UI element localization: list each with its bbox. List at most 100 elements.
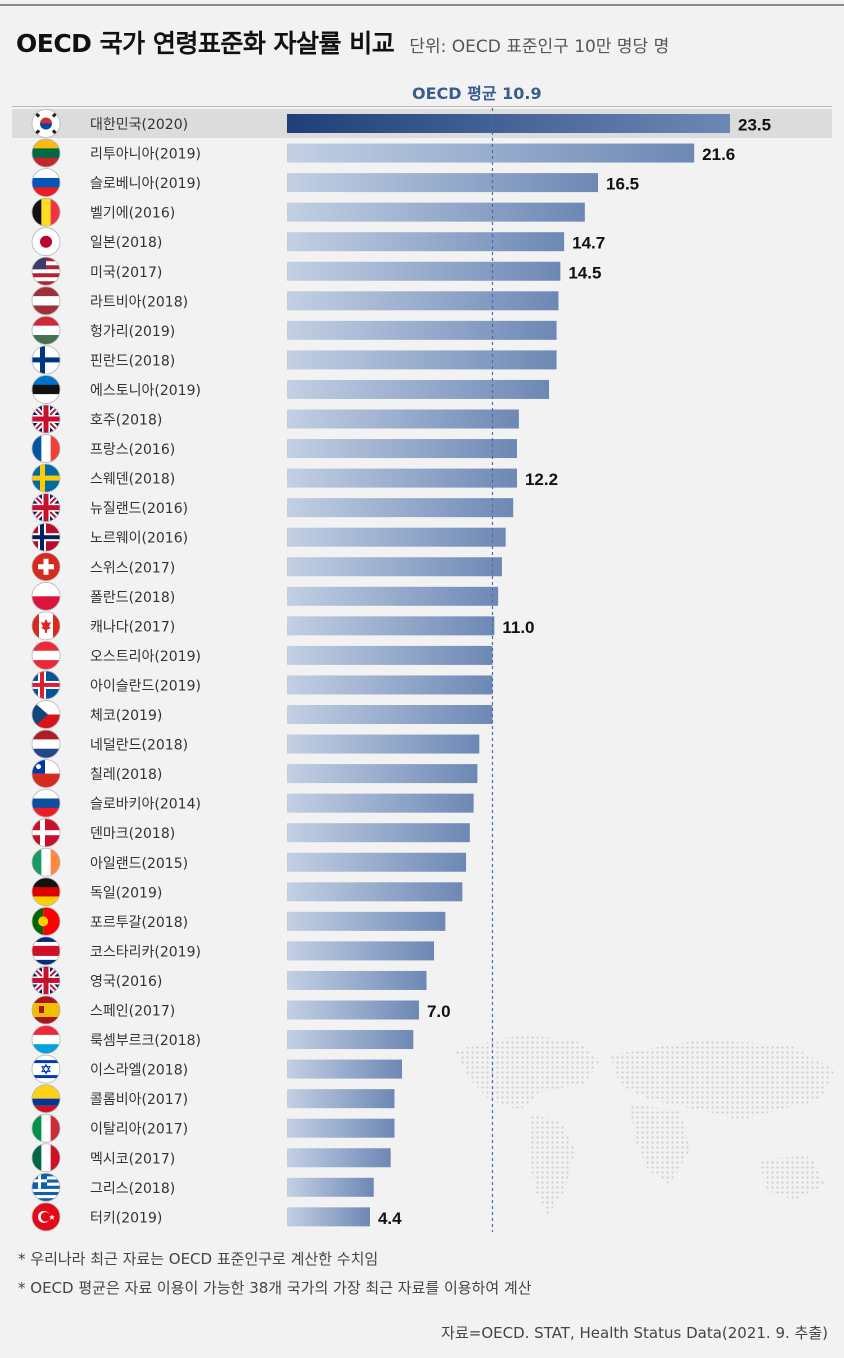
footnote-1: * 우리나라 최근 자료는 OECD 표준인구로 계산한 수치임: [18, 1250, 379, 1268]
mexico-flag-icon: [31, 1143, 61, 1173]
category-label: 아일랜드(2015): [90, 856, 188, 872]
category-label: 그리스(2018): [90, 1181, 175, 1197]
bar: [287, 1207, 370, 1227]
footnote-2: * OECD 평균은 자료 이용이 가능한 38개 국가의 가장 최근 자료를 …: [18, 1279, 532, 1297]
world-map-decoration: [455, 1035, 835, 1215]
bar: [287, 705, 493, 724]
category-label: 슬로바키아(2014): [90, 797, 201, 813]
category-label: 프랑스(2016): [90, 442, 175, 458]
bar: [287, 468, 517, 488]
category-label: 라트비아(2018): [90, 294, 188, 310]
category-label: 터키(2019): [90, 1210, 162, 1226]
bar: [287, 616, 495, 636]
ireland-flag-icon: [31, 847, 61, 877]
bar: [287, 557, 502, 577]
title-row: OECD 국가 연령표준화 자살률 비교 단위: OECD 표준인구 10만 명…: [16, 24, 669, 60]
germany-flag-icon: [31, 877, 61, 907]
category-label: 호주(2018): [90, 413, 162, 429]
bar: [287, 1118, 395, 1138]
france-flag-icon: [31, 434, 61, 463]
denmark-flag-icon: [31, 818, 61, 848]
value-label: 14.5: [568, 263, 601, 282]
category-label: 대한민국(2020): [90, 117, 188, 133]
colombia-flag-icon: [31, 1084, 61, 1114]
bar: [287, 1148, 391, 1168]
category-label: 오스트리아(2019): [90, 649, 201, 665]
category-label: 일본(2018): [90, 235, 162, 251]
lithuania-flag-icon: [31, 138, 61, 168]
portugal-flag-icon: [31, 906, 61, 936]
chart-title: OECD 국가 연령표준화 자살률 비교: [16, 29, 395, 58]
bar: [287, 202, 585, 222]
bar-chart: 대한민국(2020) 23.5 리투아니아(2019) 21.6 슬로베니아(2019)…: [12, 108, 835, 1232]
bar: [287, 350, 557, 370]
category-label: 미국(2017): [90, 265, 162, 281]
switzerland-flag-icon: [31, 552, 61, 582]
category-label: 콜롬비아(2017): [90, 1092, 188, 1108]
bar: [287, 882, 463, 902]
uk-flag-icon: [31, 966, 61, 995]
greece-flag-icon: [31, 1172, 61, 1202]
category-label: 헝가리(2019): [90, 324, 175, 340]
category-label: 핀란드(2018): [90, 353, 175, 369]
bar: [287, 852, 467, 872]
turkey-flag-icon: [31, 1202, 61, 1232]
bar: [287, 409, 519, 429]
bar: [287, 1089, 395, 1109]
footnotes: * 우리나라 최근 자료는 OECD 표준인구로 계산한 수치임 * OECD …: [18, 1245, 532, 1303]
luxembourg-flag-icon: [31, 1025, 61, 1054]
value-label: 21.6: [702, 145, 735, 164]
spain-flag-icon: [31, 995, 61, 1025]
costa-rica-flag-icon: [31, 936, 61, 966]
category-label: 뉴질랜드(2016): [90, 501, 188, 517]
bar: [287, 764, 478, 784]
header-divider: [12, 106, 832, 107]
hungary-flag-icon: [31, 315, 61, 345]
bar: [287, 645, 493, 665]
value-label: 14.7: [572, 234, 605, 253]
south-korea-flag-icon: [31, 109, 61, 138]
category-label: 이탈리아(2017): [90, 1122, 188, 1138]
bar: [287, 261, 561, 281]
source-note: 자료=OECD. STAT, Health Status Data(2021. …: [441, 1324, 828, 1342]
chile-flag-icon: [31, 759, 61, 788]
bar: [287, 734, 480, 754]
bar: [287, 911, 446, 931]
bar: [287, 1000, 419, 1020]
unit-label: 단위: OECD 표준인구 10만 명당 명: [409, 37, 670, 57]
category-label: 슬로베니아(2019): [90, 176, 201, 192]
category-label: 스위스(2017): [90, 560, 175, 576]
bar: [287, 527, 506, 547]
italy-flag-icon: [31, 1113, 61, 1143]
value-label: 11.0: [502, 618, 534, 637]
bar: [287, 941, 435, 961]
category-label: 스페인(2017): [90, 1004, 175, 1020]
bar: [287, 793, 474, 813]
usa-flag-icon: [31, 256, 61, 286]
category-label: 칠레(2018): [90, 767, 162, 783]
top-rule: [0, 4, 844, 6]
sweden-flag-icon: [31, 463, 61, 493]
category-label: 체코(2019): [90, 708, 162, 724]
category-label: 에스토니아(2019): [90, 383, 201, 399]
category-label: 리투아니아(2019): [90, 147, 201, 163]
iceland-flag-icon: [31, 670, 61, 700]
new-zealand-flag-icon: [31, 493, 61, 523]
category-label: 캐나다(2017): [90, 619, 175, 635]
canada-flag-icon: [31, 611, 61, 641]
category-label: 이스라엘(2018): [90, 1063, 188, 1079]
category-label: 덴마크(2018): [90, 826, 175, 842]
bar: [287, 1177, 374, 1197]
category-label: 룩셈부르크(2018): [90, 1033, 201, 1049]
australia-flag-icon: [31, 404, 61, 434]
bar: [287, 498, 514, 518]
poland-flag-icon: [31, 581, 61, 611]
czech-flag-icon: [31, 700, 61, 729]
japan-flag-icon: [31, 227, 61, 257]
value-label: 16.5: [606, 175, 639, 194]
netherlands-flag-icon: [31, 729, 61, 759]
bar: [287, 379, 550, 399]
bar: [287, 291, 559, 311]
norway-flag-icon: [31, 522, 61, 552]
bar: [287, 675, 493, 695]
